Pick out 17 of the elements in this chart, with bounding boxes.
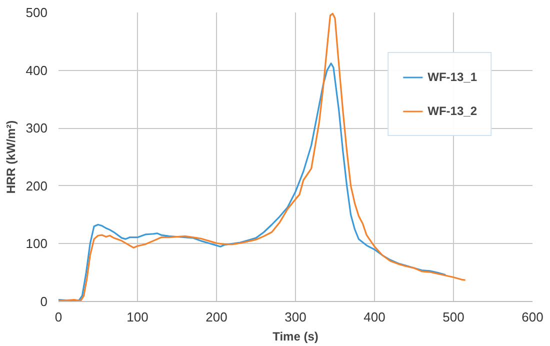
legend-label: WF-13_2 [428,104,477,118]
x-axis-title: Time (s) [272,330,318,344]
y-tick-label: 0 [40,294,48,309]
y-tick-label: 100 [26,236,48,252]
x-tick-label: 0 [54,310,62,324]
y-axis-title: HRR (kW/m²) [4,120,18,194]
x-tick-label: 300 [284,310,306,324]
y-tick-label: 200 [26,178,48,194]
x-tick-label: 400 [364,310,386,324]
legend-label: WF-13_1 [428,70,477,84]
x-tick-label: 200 [206,310,228,324]
x-tick-label: 600 [522,310,544,324]
y-tick-label: 300 [26,120,48,136]
x-tick-label: 500 [442,310,464,324]
x-tick-label: 100 [126,310,148,324]
y-tick-label: 400 [26,62,48,78]
y-tick-label: 500 [26,5,48,20]
